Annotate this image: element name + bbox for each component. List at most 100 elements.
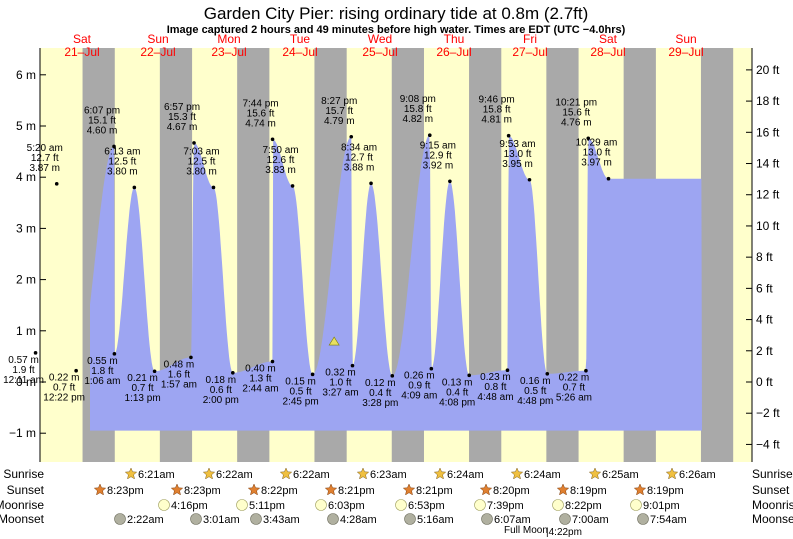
day-name: Thu <box>444 32 465 46</box>
tide-label: 8:27 pm <box>321 96 357 107</box>
row-label-right: Moonrise <box>752 498 793 512</box>
moonrise-icon <box>474 499 486 511</box>
tide-label: 7:50 am <box>263 145 299 156</box>
tide-label: 7:03 am <box>183 146 219 157</box>
tide-label: 15.8 ft <box>404 104 432 115</box>
tide-label: 10:21 pm <box>555 97 597 108</box>
right-tick-label: 4 ft <box>756 313 773 327</box>
moonrise-icon <box>236 499 248 511</box>
day-name: Mon <box>217 32 240 46</box>
left-tick-label: 4 m <box>16 170 36 184</box>
tide-label: 12.9 ft <box>424 150 452 161</box>
tide-label: 1.0 ft <box>329 378 351 389</box>
tide-point <box>74 368 78 373</box>
tide-label: 0.16 m <box>520 376 551 387</box>
tide-label: 10:29 am <box>576 138 618 149</box>
sunset-time: 8:20pm <box>493 485 530 497</box>
tide-label: 6:57 pm <box>164 102 200 113</box>
right-tick-label: 8 ft <box>756 250 773 264</box>
tide-label: 4.79 m <box>324 116 355 127</box>
tide-label: 0.18 m <box>206 375 237 386</box>
sunrise-icon <box>588 467 602 480</box>
tide-label: 0.5 ft <box>289 386 311 397</box>
tide-label: 0.9 ft <box>408 381 430 392</box>
tide-label: 1.3 ft <box>249 374 271 385</box>
right-tick-label: 16 ft <box>756 125 780 139</box>
tide-label: 0.7 ft <box>131 383 153 394</box>
sunset-icon <box>479 483 493 496</box>
tide-label: 15.6 ft <box>247 108 275 119</box>
tide-label: 3.80 m <box>186 166 217 177</box>
current-level-marker <box>328 336 340 346</box>
day-name: Sat <box>73 32 92 46</box>
tide-point <box>350 363 355 368</box>
day-name: Tue <box>290 32 311 46</box>
sunset-time: 8:19pm <box>570 485 607 497</box>
tide-label: 3.97 m <box>581 158 612 169</box>
day-date: 24–Jul <box>282 45 317 59</box>
sunset-icon <box>170 483 184 496</box>
day-name: Sun <box>675 32 696 46</box>
tide-label: 3.80 m <box>107 166 138 177</box>
tide-label: 2:44 am <box>242 384 278 395</box>
tide-label: 8:34 am <box>341 142 377 153</box>
tide-label: 1.6 ft <box>168 369 190 380</box>
tide-label: 9:46 pm <box>479 95 515 106</box>
tide-label: 0.12 m <box>365 378 396 389</box>
tide-label: 3.87 m <box>29 163 60 174</box>
day-name: Sun <box>147 32 168 46</box>
right-tick-label: −2 ft <box>756 406 780 420</box>
tide-point <box>192 141 196 145</box>
tide-label: 4.67 m <box>167 122 198 133</box>
tide-label: 0.4 ft <box>446 387 468 398</box>
tide-area <box>90 135 702 431</box>
tide-label: 3.83 m <box>265 165 296 176</box>
right-tick-label: −4 ft <box>756 437 780 451</box>
tide-label: 7:44 pm <box>242 98 278 109</box>
sunset-time: 8:21pm <box>416 485 453 497</box>
moonset-time: 3:01am <box>203 514 240 526</box>
tide-label: 15.3 ft <box>168 112 196 123</box>
moonset-icon <box>190 513 202 525</box>
tide-label: 0.26 m <box>404 371 435 382</box>
left-tick-label: −1 m <box>9 426 36 440</box>
moonset-time: 5:16am <box>417 514 454 526</box>
right-tick-label: 12 ft <box>756 188 780 202</box>
moonrise-time: 9:01pm <box>643 500 680 512</box>
tide-label: 9:08 pm <box>400 94 436 105</box>
tide-point <box>545 372 550 376</box>
sunrise-time: 6:23am <box>370 469 407 481</box>
sunset-time: 8:23pm <box>184 485 221 497</box>
tide-label: 0.48 m <box>164 359 195 370</box>
tide-point <box>505 368 510 373</box>
row-label-right: Sunrise <box>752 467 793 481</box>
right-tick-label: 18 ft <box>756 94 780 108</box>
moonrise-icon <box>158 499 170 511</box>
left-tick-label: 3 m <box>16 221 36 235</box>
tide-point <box>467 373 472 378</box>
tide-label: 0.55 m <box>87 356 118 367</box>
moonset-icon <box>404 513 416 525</box>
tide-point <box>54 182 59 186</box>
tide-label: 1:57 am <box>161 379 197 390</box>
full-moon-label: Full Moon <box>504 525 548 536</box>
sunrise-time: 6:22am <box>293 469 330 481</box>
day-date: 22–Jul <box>140 45 175 59</box>
day-date: 23–Jul <box>211 45 246 59</box>
tide-label: 4:08 pm <box>439 397 475 408</box>
tide-label: 9:53 am <box>499 139 535 150</box>
moonset-time: 7:00am <box>572 514 609 526</box>
tide-label: 12.7 ft <box>31 153 59 164</box>
moonset-icon <box>559 513 571 525</box>
day-date: 29–Jul <box>668 45 703 59</box>
moonrise-time: 7:39pm <box>487 500 524 512</box>
tide-label: 3.92 m <box>423 160 454 171</box>
day-name: Wed <box>368 32 392 46</box>
tide-point <box>270 137 275 142</box>
tide-label: 15.7 ft <box>325 106 353 117</box>
moonrise-time: 5:11pm <box>249 500 285 512</box>
sunrise-time: 6:21am <box>138 469 175 481</box>
moonrise-time: 4:16pm <box>171 500 208 512</box>
row-label-left: Moonset <box>0 512 45 526</box>
